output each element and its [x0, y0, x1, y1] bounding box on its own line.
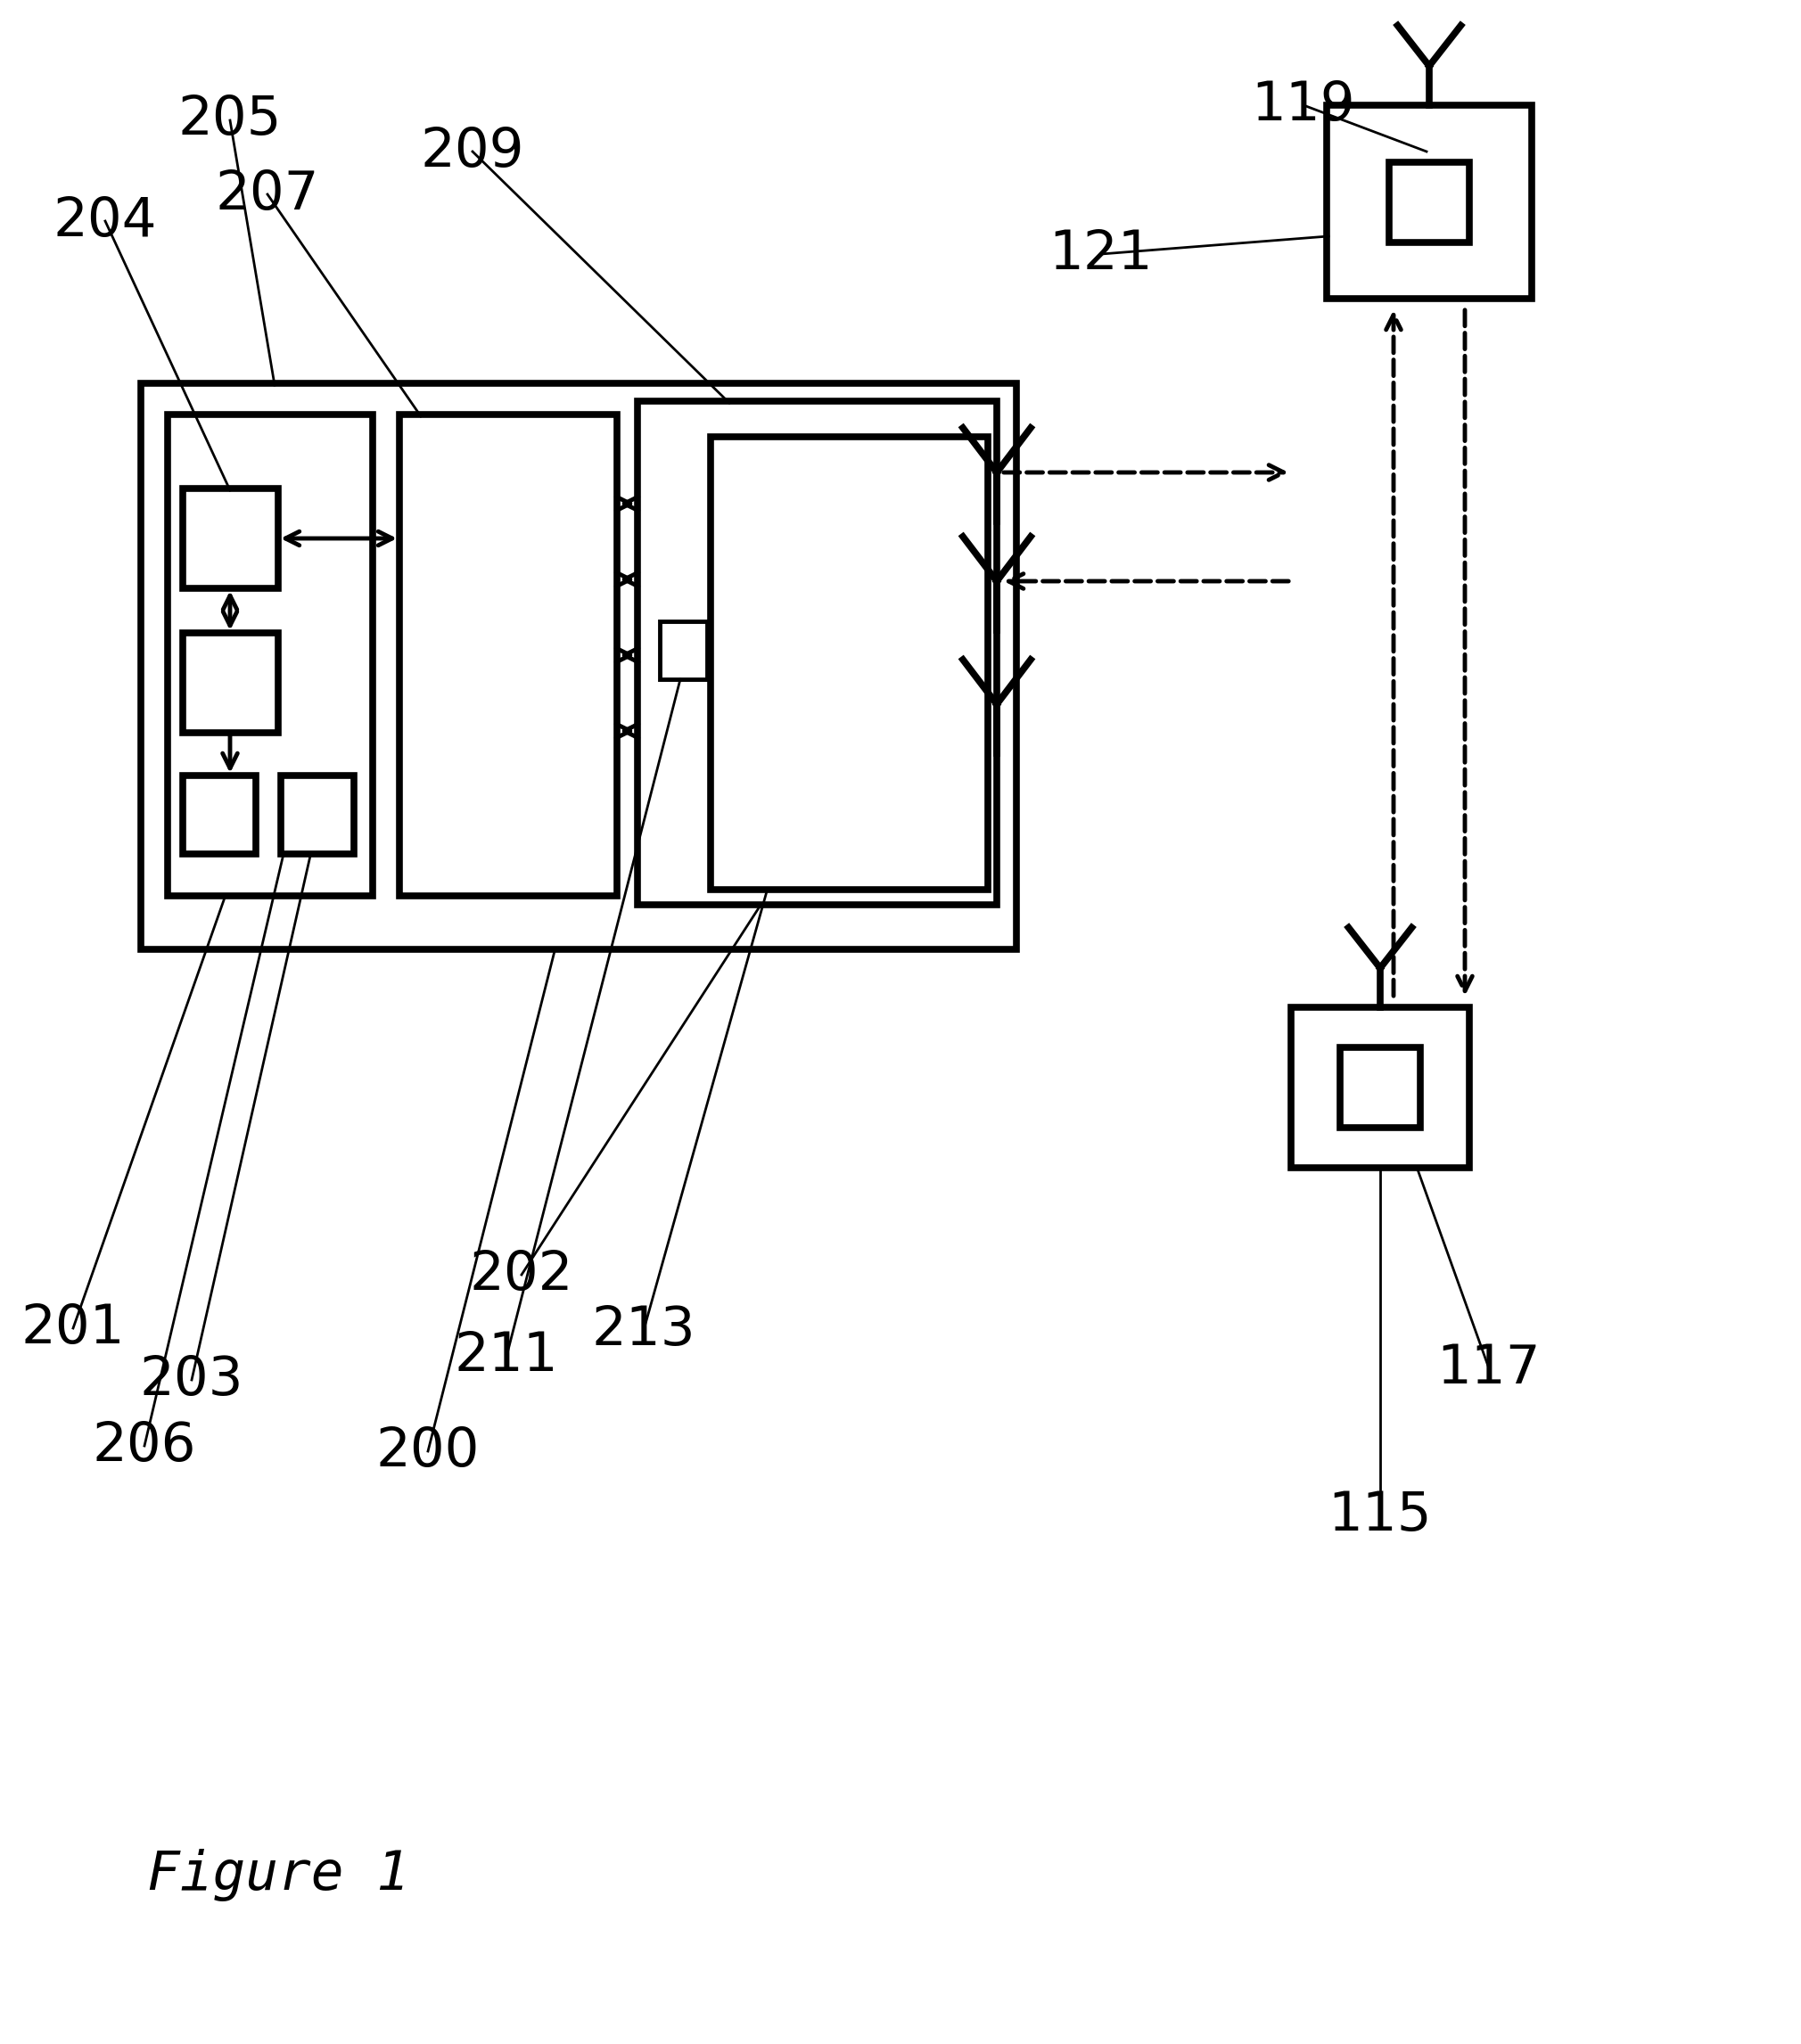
Bar	[1389, 161, 1470, 241]
Text: 115: 115	[1327, 1490, 1432, 1541]
Text: 200: 200	[376, 1425, 479, 1478]
Text: 204: 204	[54, 194, 157, 247]
Text: 213: 213	[593, 1304, 695, 1357]
Text: 119: 119	[1252, 80, 1356, 131]
Bar	[400, 415, 618, 895]
Bar	[182, 489, 277, 589]
Text: 209: 209	[421, 125, 524, 178]
Bar	[140, 384, 1016, 948]
Bar	[659, 621, 708, 679]
Bar	[182, 634, 277, 732]
Text: 117: 117	[1437, 1343, 1542, 1394]
Bar	[638, 401, 996, 905]
Bar	[1340, 1047, 1421, 1128]
Bar	[281, 775, 355, 854]
Text: 206: 206	[92, 1421, 196, 1472]
Bar	[711, 437, 989, 889]
Text: Figure 1: Figure 1	[148, 1848, 409, 1901]
Text: 205: 205	[178, 94, 283, 147]
Bar	[182, 775, 256, 854]
Bar	[167, 415, 373, 895]
Text: 207: 207	[216, 168, 319, 221]
Text: 202: 202	[470, 1249, 573, 1302]
Text: 201: 201	[22, 1302, 124, 1355]
Bar	[1327, 104, 1531, 298]
Text: 211: 211	[454, 1331, 558, 1384]
Text: 203: 203	[140, 1353, 243, 1406]
Text: 121: 121	[1050, 227, 1153, 280]
Bar	[1291, 1008, 1470, 1167]
